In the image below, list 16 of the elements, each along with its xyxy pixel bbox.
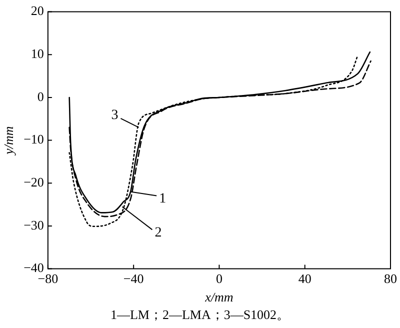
- y-axis-title: y/mm: [1, 126, 16, 156]
- annotation: 3: [111, 108, 118, 124]
- y-tick-label: 0: [37, 88, 44, 104]
- text: 1—LM；2—LMA；3—S1002。: [109, 306, 291, 324]
- y-tick-label: 10: [30, 46, 44, 62]
- x-axis-title: x/mm: [204, 290, 234, 305]
- x-tick-label: 0: [216, 271, 222, 286]
- annotation: 2: [154, 225, 162, 240]
- x-tick-label: 80: [384, 271, 397, 286]
- y-tick-label: 20: [30, 3, 44, 18]
- y-tick-label: −10: [24, 132, 44, 147]
- annotation: 1: [159, 191, 166, 206]
- y-tick-label: −30: [24, 217, 44, 232]
- x-tick-label: −40: [123, 271, 144, 286]
- x-tick-label: 40: [298, 271, 312, 286]
- y-tick-label: −20: [24, 174, 44, 190]
